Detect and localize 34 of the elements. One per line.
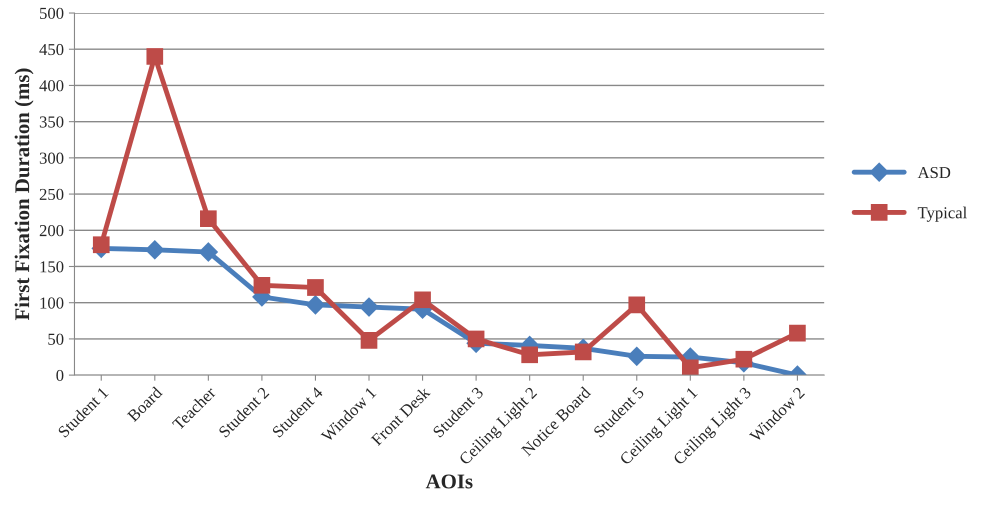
point bbox=[145, 240, 164, 260]
y-tick-label: 350 bbox=[40, 116, 64, 128]
point bbox=[682, 360, 699, 376]
y-tick-label: 200 bbox=[40, 224, 64, 236]
point bbox=[468, 330, 484, 348]
y-tick-label: 400 bbox=[39, 80, 64, 92]
legend-label: Typical bbox=[918, 206, 967, 222]
point bbox=[789, 324, 806, 342]
y-tick-label: 50 bbox=[48, 334, 64, 345]
point bbox=[360, 332, 378, 349]
point bbox=[628, 296, 646, 314]
point bbox=[307, 279, 324, 296]
point bbox=[92, 236, 110, 254]
y-tick-label: 100 bbox=[40, 297, 64, 309]
y-axis-title: First Fixation Duration (ms) bbox=[14, 68, 34, 320]
point bbox=[736, 350, 752, 368]
y-tick-label: 300 bbox=[40, 152, 64, 164]
point bbox=[574, 344, 592, 360]
legend-label: ASD bbox=[918, 166, 950, 178]
point bbox=[521, 346, 538, 364]
point bbox=[146, 48, 164, 65]
x-axis-title: AOIs bbox=[426, 474, 473, 488]
y-tick-label: 500 bbox=[40, 8, 64, 19]
point bbox=[198, 242, 218, 262]
point bbox=[414, 291, 431, 308]
point bbox=[627, 346, 646, 366]
y-tick-label: 0 bbox=[56, 370, 64, 382]
y-tick-label: 450 bbox=[39, 44, 64, 56]
point bbox=[254, 276, 270, 294]
point bbox=[200, 210, 217, 228]
point bbox=[306, 295, 325, 314]
point bbox=[359, 298, 379, 317]
y-tick-label: 250 bbox=[40, 188, 64, 200]
y-tick-label: 150 bbox=[40, 261, 64, 272]
